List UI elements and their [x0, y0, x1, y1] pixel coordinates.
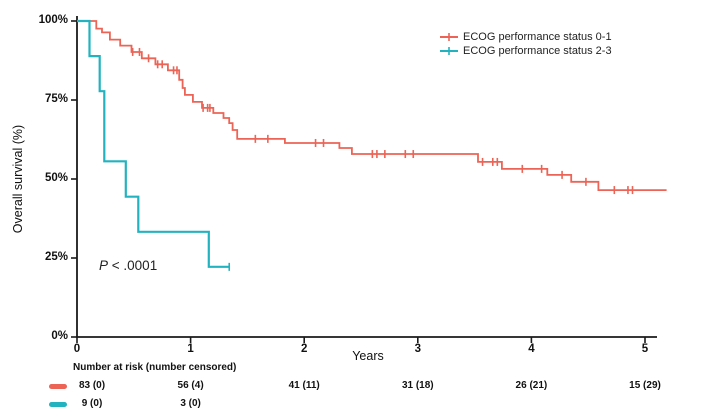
legend-label: ECOG performance status 0-1: [463, 31, 612, 43]
risk-count-row0-t0: 83 (0): [78, 380, 106, 391]
p-value-text: < .0001: [111, 258, 158, 273]
risk-count-row0-t2: 41 (11): [288, 380, 320, 391]
x-tick-label-1: 1: [187, 343, 194, 355]
x-tick-label-4: 4: [528, 343, 535, 355]
legend-censor-marker-icon: [440, 47, 458, 55]
y-tick-label-75%: 75%: [44, 93, 68, 105]
p-value-symbol: P: [99, 258, 109, 273]
x-tick-label-5: 5: [641, 343, 649, 355]
risk-count-row0-t3: 31 (18): [401, 380, 434, 391]
risk-count-row0-t4: 26 (21): [515, 380, 548, 391]
risk-count-row1-t1: 3 (0): [180, 398, 201, 409]
x-tick-label-0: 0: [73, 343, 81, 355]
risk-count-row1-t0: 9 (0): [81, 398, 103, 409]
p-value-annotation: P < .0001: [99, 258, 157, 273]
x-tick-label-2: 2: [300, 343, 308, 355]
risk-count-row0-t5: 15 (29): [629, 380, 661, 391]
legend-item-0: ECOG performance status 0-1: [440, 30, 612, 44]
risk-row-swatch-1: [49, 401, 67, 407]
legend-label: ECOG performance status 2-3: [463, 45, 612, 57]
x-axis-title: Years: [352, 349, 384, 363]
y-tick-label-25%: 25%: [44, 251, 68, 263]
y-axis-title: Overall survival (%): [11, 124, 25, 234]
risk-table-title: Number at risk (number censored): [73, 362, 237, 373]
risk-count-row0-t1: 56 (4): [177, 380, 204, 391]
risk-row-swatch-0: [49, 383, 67, 389]
legend-censor-marker-icon: [440, 33, 458, 41]
y-tick-label-0%: 0%: [51, 330, 68, 342]
survival-curve-1: [77, 19, 230, 268]
x-tick-label-3: 3: [414, 343, 421, 355]
y-tick-label-50%: 50%: [44, 172, 68, 184]
legend: ECOG performance status 0-1 ECOG performa…: [440, 30, 612, 58]
legend-item-1: ECOG performance status 2-3: [440, 44, 612, 58]
y-tick-label-100%: 100%: [38, 14, 68, 26]
